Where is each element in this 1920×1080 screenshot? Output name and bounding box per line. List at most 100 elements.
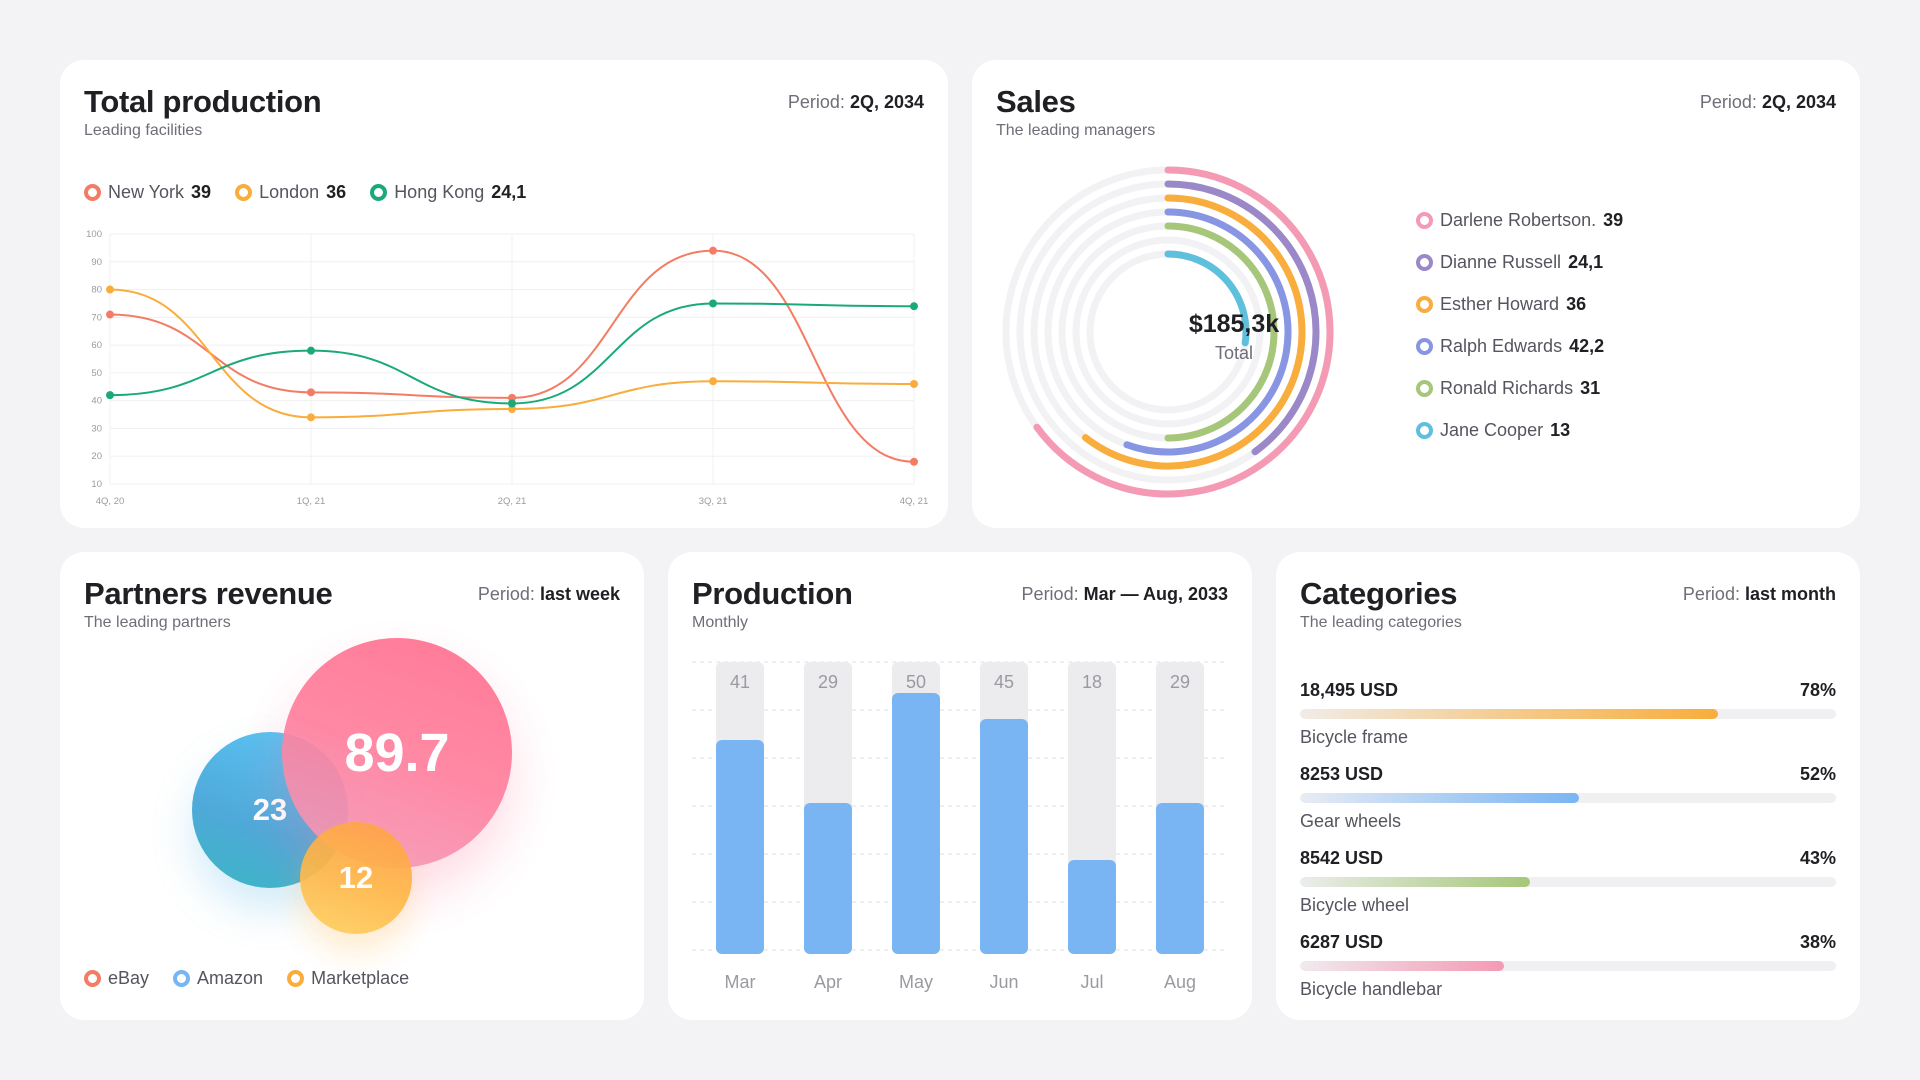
categories-title: Categories bbox=[1300, 576, 1458, 611]
partners-title: Partners revenue bbox=[84, 576, 333, 611]
data-point bbox=[709, 246, 717, 255]
legend-item-hong-kong[interactable]: Hong Kong 24,1 bbox=[370, 182, 526, 203]
category-percent: 43% bbox=[1799, 848, 1836, 868]
category-name: Bicycle handlebar bbox=[1300, 979, 1443, 999]
category-progress-fill bbox=[1300, 709, 1719, 719]
production-header: Production Monthly bbox=[692, 576, 853, 632]
bubble-amazon-value: 23 bbox=[252, 792, 288, 827]
series-line bbox=[109, 288, 915, 419]
period-label: Period: bbox=[477, 584, 535, 604]
bar-value-label: 45 bbox=[993, 672, 1015, 692]
legend-item-ralph-edwards[interactable]: Ralph Edwards 42,2 bbox=[1416, 336, 1623, 356]
data-point bbox=[307, 413, 315, 422]
legend-item-darlene-robertson[interactable]: Darlene Robertson. 39 bbox=[1416, 210, 1623, 230]
legend-item-amazon[interactable]: Amazon bbox=[173, 968, 263, 989]
category-progress-fill bbox=[1300, 793, 1579, 803]
category-progress-track bbox=[1300, 709, 1836, 719]
partners-period[interactable]: Period: last week bbox=[478, 584, 620, 605]
sales-card: Sales The leading managers Period: 2Q, 2… bbox=[972, 60, 1860, 528]
total-production-line-chart: 10 20 30 40 50 60 70 80 90 100 4Q, 20 1Q, 21 2Q, 21 3… bbox=[86, 229, 929, 507]
category-item-bicycle-frame[interactable]: 18,495 USD 78% Bicycle frame bbox=[1300, 680, 1836, 748]
category-item-bicycle-handlebar[interactable]: 6287 USD 38% Bicycle handlebar bbox=[1300, 932, 1836, 1000]
data-point bbox=[508, 399, 516, 408]
legend-item-london[interactable]: London 36 bbox=[235, 182, 346, 203]
period-value: last month bbox=[1744, 584, 1836, 604]
x-tick-label: Apr bbox=[813, 972, 842, 992]
legend-item-jane-cooper[interactable]: Jane Cooper 13 bbox=[1416, 420, 1623, 440]
bar-fill bbox=[1156, 802, 1204, 954]
legend-name: Hong Kong bbox=[394, 182, 485, 202]
bar-fill bbox=[980, 719, 1028, 954]
legend-item-marketplace[interactable]: Marketplace bbox=[287, 968, 409, 989]
bubble-ebay[interactable]: 89.7 bbox=[282, 638, 512, 868]
legend-name: Marketplace bbox=[311, 968, 410, 988]
data-point bbox=[910, 380, 918, 388]
legend-item-ebay[interactable]: eBay bbox=[84, 968, 149, 989]
bar-may[interactable]: 50 bbox=[892, 662, 940, 954]
y-tick-label: 70 bbox=[91, 312, 102, 323]
legend-value: 36 bbox=[1566, 293, 1587, 314]
sales-title: Sales bbox=[996, 84, 1076, 119]
total-production-card: Total production Leading facilities Peri… bbox=[60, 60, 948, 528]
x-tick-label: 4Q, 20 bbox=[96, 496, 125, 507]
period-label: Period: bbox=[1699, 92, 1757, 112]
data-point bbox=[709, 377, 717, 386]
category-name: Bicycle wheel bbox=[1300, 895, 1410, 915]
total-production-period[interactable]: Period: 2Q, 2034 bbox=[788, 92, 924, 113]
y-tick-label: 80 bbox=[91, 285, 102, 296]
bar-value-label: 29 bbox=[1169, 672, 1191, 692]
categories-period[interactable]: Period: last month bbox=[1683, 584, 1836, 605]
sales-radial-chart bbox=[1002, 166, 1334, 498]
bar-jul[interactable]: 18 bbox=[1068, 662, 1116, 954]
series-line bbox=[109, 249, 915, 463]
legend-name: Darlene Robertson. bbox=[1440, 209, 1597, 230]
partners-header: Partners revenue The leading partners bbox=[84, 576, 333, 632]
x-tick-label: Jul bbox=[1080, 972, 1104, 992]
period-value: 2Q, 2034 bbox=[1761, 92, 1836, 112]
category-item-bicycle-wheel[interactable]: 8542 USD 43% Bicycle wheel bbox=[1300, 848, 1836, 916]
legend-value: 42,2 bbox=[1569, 335, 1605, 356]
category-item-gear-wheels[interactable]: 8253 USD 52% Gear wheels bbox=[1300, 764, 1836, 832]
legend-item-esther-howard[interactable]: Esther Howard 36 bbox=[1416, 294, 1623, 314]
sales-legend: Darlene Robertson. 39 Dianne Russell 24,1 … bbox=[1416, 210, 1647, 462]
bar-apr[interactable]: 29 bbox=[804, 662, 852, 954]
bubble-marketplace[interactable]: 12 bbox=[300, 822, 412, 934]
legend-value: 36 bbox=[326, 182, 347, 202]
bar-mar[interactable]: 41 bbox=[716, 662, 764, 954]
ring-arc bbox=[1164, 222, 1278, 442]
x-tick-label: 2Q, 21 bbox=[498, 496, 527, 507]
x-tick-label: Mar bbox=[724, 972, 756, 992]
x-tick-label: 4Q, 21 bbox=[900, 496, 929, 507]
legend-dot-icon bbox=[1416, 379, 1433, 397]
legend-item-new-york[interactable]: New York 39 bbox=[84, 182, 211, 203]
total-production-legend: New York 39 London 36 Hong Kong 24,1 bbox=[84, 182, 550, 203]
production-grid bbox=[692, 661, 1228, 951]
production-period[interactable]: Period: Mar — Aug, 2033 bbox=[1022, 584, 1228, 605]
sales-period[interactable]: Period: 2Q, 2034 bbox=[1700, 92, 1836, 113]
ring-arc bbox=[1164, 250, 1250, 347]
bar-jun[interactable]: 45 bbox=[980, 662, 1028, 954]
sales-header: Sales The leading managers bbox=[996, 84, 1155, 140]
legend-value: 31 bbox=[1580, 377, 1601, 398]
ring-arc bbox=[1123, 208, 1292, 456]
sales-total-value: $185,3k bbox=[1188, 310, 1280, 338]
period-label: Period: bbox=[787, 92, 845, 112]
y-tick-label: 30 bbox=[91, 423, 102, 434]
period-value: last week bbox=[539, 584, 620, 604]
legend-item-dianne-russell[interactable]: Dianne Russell 24,1 bbox=[1416, 252, 1623, 272]
y-tick-label: 50 bbox=[91, 368, 102, 379]
y-tick-label: 10 bbox=[91, 479, 102, 490]
legend-item-ronald-richards[interactable]: Ronald Richards 31 bbox=[1416, 378, 1623, 398]
category-progress-fill bbox=[1300, 877, 1531, 887]
bar-aug[interactable]: 29 bbox=[1156, 662, 1204, 954]
bar-fill bbox=[716, 740, 764, 954]
legend-dot-icon bbox=[84, 970, 101, 987]
bar-fill bbox=[892, 693, 940, 954]
partners-legend: eBay Amazon Marketplace bbox=[84, 968, 433, 989]
legend-name: London bbox=[259, 182, 320, 202]
category-amount: 8542 USD bbox=[1300, 848, 1384, 868]
period-value: 2Q, 2034 bbox=[849, 92, 924, 112]
y-tick-label: 60 bbox=[91, 340, 102, 351]
period-label: Period: bbox=[1682, 584, 1740, 604]
data-point bbox=[106, 310, 114, 319]
